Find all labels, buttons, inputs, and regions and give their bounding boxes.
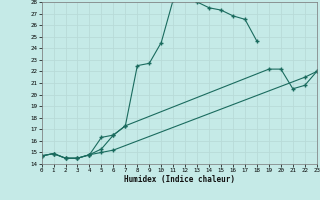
X-axis label: Humidex (Indice chaleur): Humidex (Indice chaleur) xyxy=(124,175,235,184)
